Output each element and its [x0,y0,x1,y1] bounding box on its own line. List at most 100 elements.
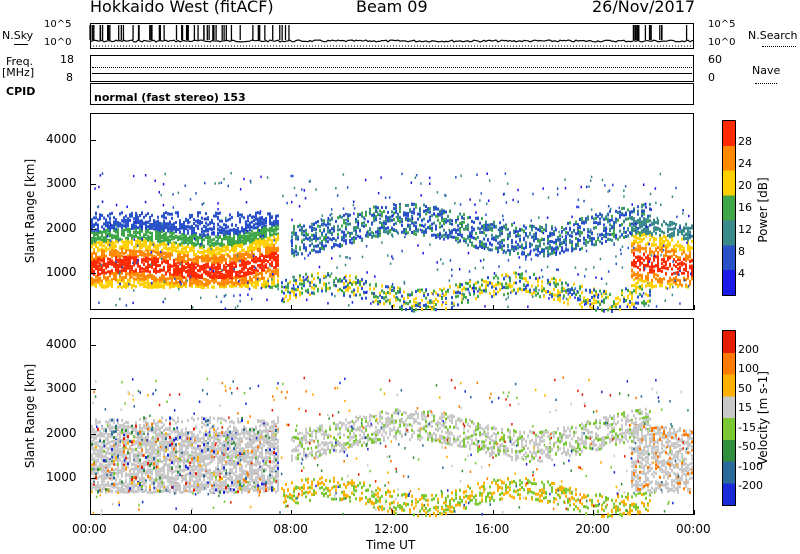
radar-cell [211,221,213,225]
radar-cell [631,233,633,237]
radar-cell [345,238,347,242]
radar-cell [395,203,397,207]
radar-cell [107,240,109,244]
radar-cell [227,264,229,267]
radar-cell [185,276,187,280]
radar-cell [265,233,267,237]
radar-cell [405,211,407,215]
radar-cell [223,235,225,238]
radar-cell [91,253,93,256]
radar-cell [255,217,257,221]
radar-cell [223,256,225,260]
radar-cell [209,252,211,256]
radar-cell [275,220,277,224]
radar-cell [225,261,227,265]
radar-cell [103,244,105,248]
radar-cell [209,273,211,277]
radar-cell [375,298,377,302]
radar-cell [173,263,175,267]
radar-cell [243,261,245,265]
radar-cell [225,245,227,248]
radar-cell [245,231,247,234]
radar-cell [421,298,423,302]
radar-cell [217,242,219,246]
radar-cell [141,211,143,215]
radar-cell [185,234,187,238]
radar-cell [523,229,525,233]
radar-cell [547,235,549,239]
radar-cell [207,259,209,263]
radar-cell [187,231,189,235]
radar-cell [559,242,561,246]
radar-cell [325,285,327,289]
radar-cell [451,301,453,305]
radar-cell [411,202,413,206]
radar-cell [565,231,567,234]
radar-cell [249,221,251,225]
radar-cell [159,232,161,236]
radar-cell [249,271,251,275]
radar-cell [103,227,105,231]
radar-cell [429,215,431,219]
radar-cell [177,283,179,287]
radar-cell [181,285,183,289]
radar-cell [479,288,481,292]
radar-cell [271,215,273,219]
radar-cell [113,253,115,257]
radar-cell [269,251,271,255]
radar-cell [109,233,111,237]
radar-cell [395,221,397,225]
radar-cell [349,294,351,298]
radar-cell [91,238,93,242]
radar-cell [227,271,229,275]
radar-cell [259,219,261,222]
radar-cell [157,264,159,268]
radar-cell [509,234,511,238]
radar-cell [515,240,517,244]
radar-cell [313,248,315,252]
radar-cell [339,228,341,232]
radar-cell [377,231,379,235]
radar-cell [209,271,211,275]
radar-cell [499,240,501,244]
radar-cell [221,243,223,247]
radar-cell [249,253,251,257]
radar-cell [237,211,239,215]
radar-cell [121,263,123,267]
radar-cell [101,239,103,243]
radar-cell [601,233,603,237]
radar-cell [187,259,189,263]
radar-cell [337,228,339,232]
radar-cell [139,278,141,282]
radar-cell [425,296,427,300]
radar-cell [247,268,249,272]
radar-cell [213,237,215,241]
radar-cell [265,220,267,224]
radar-cell [263,244,265,248]
radar-cell [223,267,225,271]
radar-cell [189,283,191,287]
radar-cell [393,207,395,211]
radar-cell [179,223,181,227]
radar-cell [269,222,271,226]
radar-cell [167,237,169,241]
radar-cell [539,239,541,243]
radar-cell [637,209,639,213]
radar-cell [95,282,97,286]
radar-cell [395,298,397,302]
radar-cell [181,270,183,274]
radar-cell [155,261,157,265]
radar-cell [231,271,233,275]
radar-cell [97,280,99,284]
radar-cell [181,272,183,276]
radar-cell [141,243,143,247]
radar-cell [501,247,503,251]
radar-cell [191,241,193,245]
radar-cell [255,267,257,271]
radar-cell [259,259,261,263]
radar-cell [381,296,383,299]
radar-cell [459,285,461,289]
radar-cell [211,264,213,267]
radar-cell [207,223,209,227]
radar-cell [153,222,155,226]
